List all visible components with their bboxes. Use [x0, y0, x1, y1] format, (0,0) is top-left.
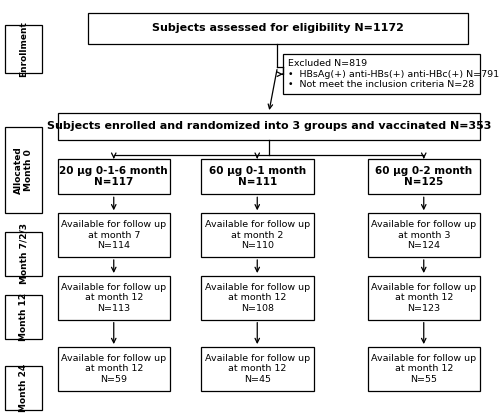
FancyBboxPatch shape — [368, 213, 480, 257]
Text: Month 24: Month 24 — [19, 364, 28, 412]
FancyBboxPatch shape — [368, 347, 480, 391]
FancyBboxPatch shape — [58, 276, 170, 320]
FancyBboxPatch shape — [201, 159, 314, 194]
FancyBboxPatch shape — [368, 276, 480, 320]
Text: Available for follow up
at month 12
N=113: Available for follow up at month 12 N=11… — [61, 283, 166, 313]
Text: Available for follow up
at month 12
N=45: Available for follow up at month 12 N=45 — [204, 354, 310, 384]
FancyBboxPatch shape — [5, 295, 43, 339]
Text: 20 μg 0-1-6 month
N=117: 20 μg 0-1-6 month N=117 — [60, 166, 168, 187]
FancyBboxPatch shape — [201, 347, 314, 391]
FancyBboxPatch shape — [368, 159, 480, 194]
FancyBboxPatch shape — [58, 159, 170, 194]
FancyBboxPatch shape — [5, 25, 43, 73]
Text: Available for follow up
at month 3
N=124: Available for follow up at month 3 N=124 — [371, 220, 476, 250]
Text: Month 7/2/3: Month 7/2/3 — [19, 224, 28, 284]
FancyBboxPatch shape — [5, 127, 43, 213]
FancyBboxPatch shape — [58, 213, 170, 257]
Text: Available for follow up
at month 2
N=110: Available for follow up at month 2 N=110 — [204, 220, 310, 250]
FancyBboxPatch shape — [201, 276, 314, 320]
FancyBboxPatch shape — [5, 232, 43, 276]
Text: 60 μg 0-2 month
N=125: 60 μg 0-2 month N=125 — [375, 166, 472, 187]
Text: Excluded N=819
•  HBsAg(+) anti-HBs(+) anti-HBc(+) N=791
•  Not meet the inclusi: Excluded N=819 • HBsAg(+) anti-HBs(+) an… — [288, 59, 498, 89]
Text: Subjects assessed for eligibility N=1172: Subjects assessed for eligibility N=1172 — [152, 23, 404, 33]
Text: Available for follow up
at month 7
N=114: Available for follow up at month 7 N=114 — [61, 220, 166, 250]
Text: Available for follow up
at month 12
N=108: Available for follow up at month 12 N=10… — [204, 283, 310, 313]
Text: Available for follow up
at month 12
N=59: Available for follow up at month 12 N=59 — [61, 354, 166, 384]
Text: Month 12: Month 12 — [19, 293, 28, 341]
FancyBboxPatch shape — [58, 113, 480, 140]
FancyBboxPatch shape — [201, 213, 314, 257]
Text: Subjects enrolled and randomized into 3 groups and vaccinated N=353: Subjects enrolled and randomized into 3 … — [46, 122, 491, 131]
Text: 60 μg 0-1 month
N=111: 60 μg 0-1 month N=111 — [208, 166, 306, 187]
FancyBboxPatch shape — [5, 366, 43, 410]
FancyBboxPatch shape — [58, 347, 170, 391]
Text: Available for follow up
at month 12
N=55: Available for follow up at month 12 N=55 — [371, 354, 476, 384]
Text: Available for follow up
at month 12
N=123: Available for follow up at month 12 N=12… — [371, 283, 476, 313]
Text: Enrollment: Enrollment — [19, 21, 28, 77]
Text: Allocated
Month 0: Allocated Month 0 — [14, 146, 34, 194]
FancyBboxPatch shape — [88, 13, 468, 44]
FancyBboxPatch shape — [282, 54, 480, 94]
